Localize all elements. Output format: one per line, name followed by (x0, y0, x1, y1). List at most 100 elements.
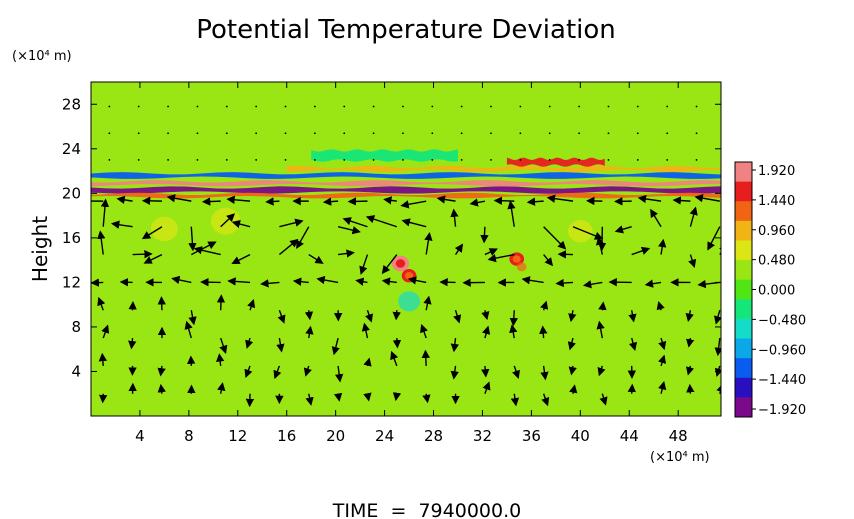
wind-dot (255, 159, 258, 161)
wind-vector (390, 350, 399, 367)
wind-dot (196, 105, 199, 108)
wind-dot (431, 132, 434, 135)
wind-dot (636, 159, 639, 161)
wind-vector (98, 393, 108, 404)
time-footer: TIME = 7940000.0 (332, 500, 521, 519)
wind-vector (543, 254, 554, 267)
wind-dot (225, 159, 228, 161)
wind-vector (333, 392, 343, 402)
x-unit-label: (×10⁴ m) (650, 450, 710, 465)
wind-vector (157, 383, 166, 394)
wind-vector (273, 365, 282, 380)
wind-vector (521, 276, 544, 285)
wind-vector (308, 253, 324, 264)
colorbar-tick-label: 1.920 (758, 164, 795, 179)
wind-dot (695, 105, 698, 108)
wind-vector (685, 365, 695, 376)
wind-vector (596, 320, 605, 339)
wind-vector (656, 301, 665, 311)
wind-dot (167, 159, 169, 161)
wind-vector (188, 310, 197, 326)
x-tick-label: 20 (326, 427, 345, 445)
wind-vector (686, 383, 695, 394)
wind-dot (196, 132, 199, 135)
wind-vector (507, 200, 516, 227)
wind-vector (568, 310, 577, 323)
wind-vector (157, 296, 166, 311)
wind-dot (402, 132, 404, 135)
wind-dot (313, 159, 316, 161)
wind-vector (361, 322, 371, 339)
wind-vector (539, 325, 548, 339)
wind-dot (578, 159, 580, 161)
colorbar-segment (735, 162, 752, 183)
heatmap-band (91, 186, 721, 194)
wind-vector (650, 208, 662, 228)
heatmap-blob (398, 291, 421, 312)
x-tick-label: 12 (228, 427, 247, 445)
wind-vector (247, 298, 256, 311)
wind-vector (658, 381, 667, 394)
wind-vector (381, 254, 398, 275)
heatmap-blob-core (405, 272, 414, 280)
wind-dot (343, 159, 346, 161)
wind-vector (509, 324, 518, 339)
wind-vector (546, 194, 574, 203)
wind-vector (201, 197, 221, 206)
wind-vector (219, 337, 228, 354)
heatmap-blob (568, 220, 593, 243)
wind-vector (381, 277, 397, 286)
colorbar-segment (735, 240, 752, 261)
x-tick-label: 40 (571, 427, 590, 445)
wind-vector (631, 246, 651, 256)
wind-vector (226, 195, 251, 204)
wind-dot (372, 159, 375, 161)
heatmap-band (311, 149, 458, 162)
wind-dot (137, 132, 140, 135)
wind-vector (244, 365, 253, 379)
x-tick-label: 36 (522, 427, 541, 445)
wind-dot (372, 132, 375, 135)
wind-vector (450, 365, 459, 380)
wind-vector (407, 276, 427, 285)
wind-vector (713, 310, 721, 325)
wind-vector (188, 226, 197, 252)
wind-vector (110, 220, 133, 229)
wind-dot (695, 159, 698, 161)
heatmap-band (506, 157, 605, 167)
wind-dot (578, 132, 580, 135)
wind-vector (482, 325, 491, 339)
wind-vector (512, 365, 520, 380)
wind-vector (595, 236, 605, 255)
wind-vector (363, 357, 372, 367)
wind-vector (599, 393, 608, 406)
wind-vector (436, 195, 456, 204)
wind-vector (292, 277, 309, 286)
plot-background (91, 82, 721, 416)
wind-vector (424, 232, 433, 255)
colorbar-segment (735, 338, 752, 359)
wind-vector (450, 337, 460, 353)
wind-vector (97, 296, 106, 311)
wind-vector (304, 310, 314, 321)
x-tick-label: 32 (473, 427, 492, 445)
heatmap-band (286, 165, 721, 172)
wind-vector (453, 310, 462, 324)
wind-vector (100, 198, 110, 227)
wind-vector (171, 275, 192, 285)
wind-dot (548, 159, 551, 161)
wind-vector (116, 195, 133, 205)
wind-vector (481, 310, 490, 321)
wind-dot (108, 159, 111, 161)
wind-dot (167, 105, 169, 108)
colorbar-tick-label: 0.960 (758, 224, 795, 239)
wind-vector (707, 226, 721, 251)
colorbar-segment (735, 279, 752, 300)
wind-vector (714, 365, 721, 377)
colorbar-segment (735, 181, 752, 202)
wind-vector (383, 196, 397, 205)
colorbar-segment (735, 201, 752, 222)
wind-dot (548, 132, 551, 135)
wind-vector (277, 309, 286, 324)
wind-vector (540, 365, 549, 381)
